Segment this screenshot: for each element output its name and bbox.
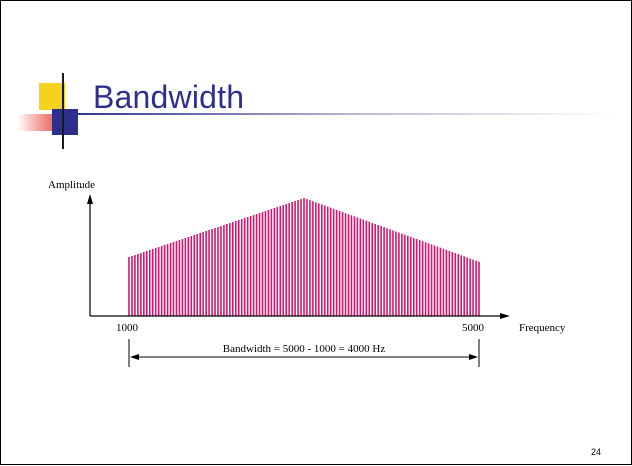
- bandwidth-caption: Bandwidth = 5000 - 1000 = 4000 Hz: [223, 343, 386, 355]
- deco-yellow-square: [39, 83, 65, 110]
- caption-backdrop: [181, 341, 426, 355]
- title-decoration: [17, 73, 616, 149]
- high-freq-label: 5000: [462, 322, 485, 334]
- bandwidth-arrow-right: [469, 354, 478, 360]
- y-axis-label: Amplitude: [48, 179, 95, 191]
- deco-vertical-line: [62, 73, 64, 149]
- page-number: 24: [591, 447, 602, 457]
- title-rule: [64, 113, 616, 115]
- low-freq-label: 1000: [116, 322, 139, 334]
- x-axis-label: Frequency: [519, 322, 566, 334]
- bandwidth-arrow-left: [130, 354, 139, 360]
- y-axis-arrow: [87, 194, 93, 204]
- x-axis-arrow: [500, 313, 510, 319]
- slide-title: Bandwidth: [93, 79, 245, 115]
- spectrum-lines: [128, 198, 480, 316]
